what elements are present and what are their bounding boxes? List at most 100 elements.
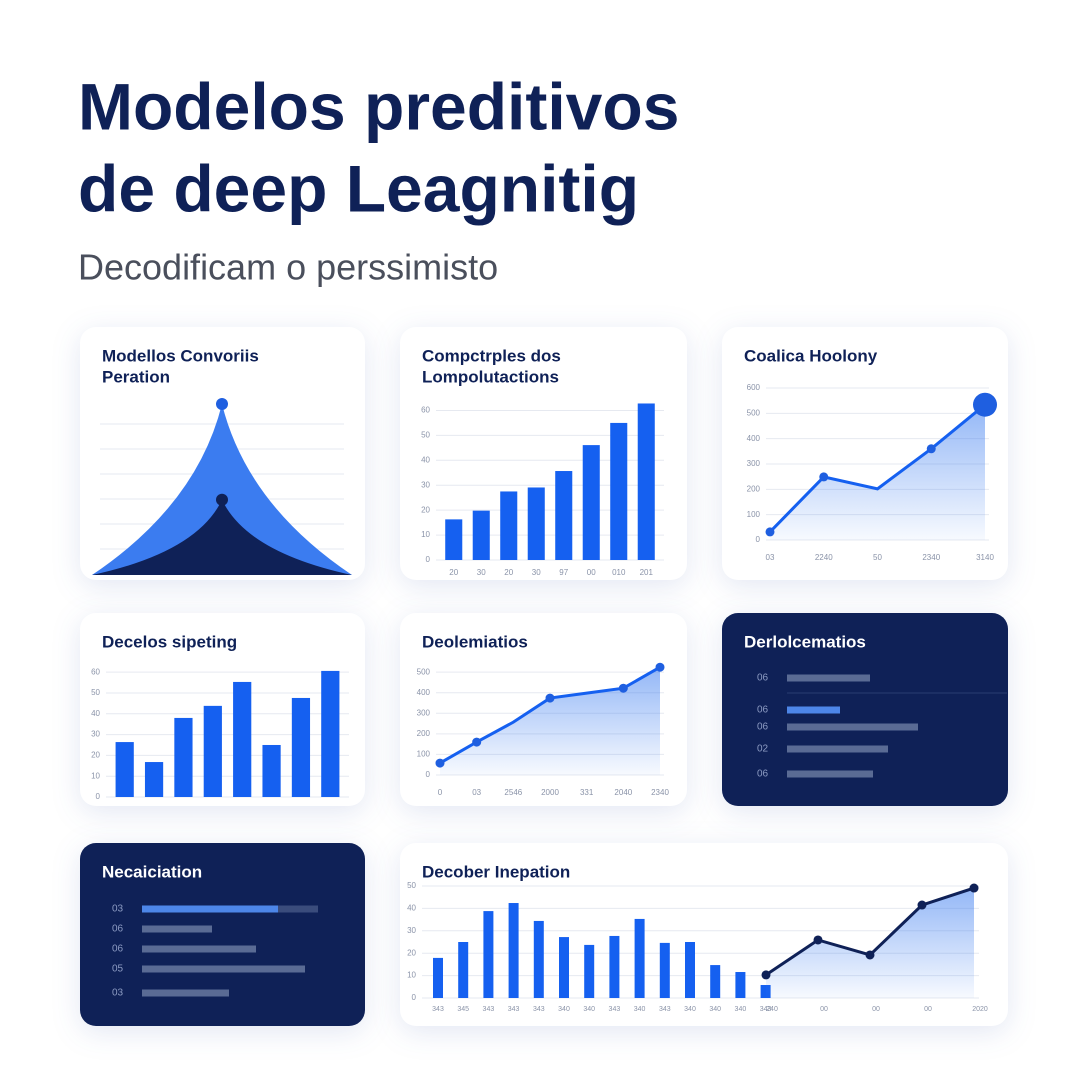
x-tick-label: 2546 [504,788,522,797]
x-tick-label: 345 [457,1006,469,1013]
area [766,888,974,998]
panel-title: Necaiciation [102,862,202,881]
y-tick-label: 10 [421,530,430,539]
x-tick-label: 343 [659,1006,671,1013]
x-tick-label: 00 [872,1006,880,1013]
point [765,527,775,537]
y-tick-label: 40 [91,709,100,718]
bar [142,989,229,997]
peak-dot [216,493,228,506]
y-tick-label: 06 [757,705,769,716]
y-tick-label: 10 [407,971,416,980]
y-tick-label: 40 [407,904,416,913]
line [768,403,986,533]
area [440,667,660,775]
y-tick-label: 50 [407,881,416,890]
panel-title: Decober Inepation [422,862,570,881]
bar [710,965,721,998]
x-tick-label: 010 [612,568,626,577]
x-tick-label: 340 [684,1006,696,1013]
x-tick-label: 2020 [972,1006,988,1013]
x-tick-label: 343 [483,1006,495,1013]
peak-dot [216,398,228,410]
bar [262,744,281,797]
bar [472,510,490,560]
y-tick-label: 0 [412,993,417,1002]
bar [142,945,256,953]
x-tick-label: 2240 [815,553,833,562]
panel-title: Modellos Convoriis [102,346,259,365]
y-tick-label: 0 [426,555,431,564]
y-tick-label: 0 [96,792,101,801]
bar [527,487,545,560]
point [917,900,927,910]
area [92,499,352,575]
panel-title: Coalica Hoolony [744,346,878,365]
x-tick-label: 2000 [541,788,559,797]
y-tick-label: 06 [757,673,769,684]
x-tick-label: 2340 [651,788,669,797]
panel: Compctrples dosLompolutactions0102030405… [400,327,687,580]
bar [144,762,164,797]
bar [142,965,305,973]
x-tick-label: 03 [472,788,481,797]
y-tick-label: 06 [112,944,124,955]
bar [685,942,695,998]
point [865,950,875,960]
bar [458,942,469,998]
x-tick-label: 240 [766,1006,778,1013]
x-tick-label: 340 [558,1006,570,1013]
page-title: Modelos preditivos [78,69,679,143]
y-tick-label: 300 [747,459,761,468]
x-tick-label: 340 [735,1006,747,1013]
area [92,404,352,575]
x-tick-label: 2340 [922,553,940,562]
x-tick-label: 97 [559,568,568,577]
bar [445,519,463,560]
point [819,472,829,482]
y-tick-label: 500 [747,408,761,417]
bar [533,920,544,998]
point [926,444,936,454]
x-tick-label: 343 [609,1006,621,1013]
x-tick-label: 340 [634,1006,646,1013]
bar [582,445,600,560]
x-tick-label: 343 [432,1006,444,1013]
bar [433,957,443,998]
y-tick-label: 100 [747,510,761,519]
x-tick-label: 3140 [976,553,994,562]
x-tick-label: 331 [580,788,594,797]
bar [555,471,573,560]
y-tick-label: 05 [112,964,124,975]
y-tick-label: 03 [112,988,124,999]
bar [174,717,193,797]
point [655,662,665,672]
bar [291,697,311,797]
y-tick-label: 200 [747,484,761,493]
y-tick-label: 60 [421,406,430,415]
bar [233,681,252,797]
y-tick-label: 10 [91,771,100,780]
panel-title: Deolemiatios [422,632,528,651]
y-tick-label: 50 [421,430,430,439]
bar [787,770,873,778]
bar [787,745,888,753]
panel: Coalica Hoolony 0 100 200 300 400 500 600 03 2240… [722,327,1008,580]
bar [142,905,278,913]
y-tick-label: 30 [421,480,430,489]
x-tick-label: 343 [760,1006,772,1013]
bar [483,911,494,998]
y-tick-label: 200 [417,729,431,738]
point [435,758,445,768]
x-tick-label: 00 [820,1006,828,1013]
y-tick-label: 0 [756,535,761,544]
x-tick-label: 201 [640,568,654,577]
page-subtitle: Decodificam o perssimisto [78,247,498,288]
bar [787,674,870,682]
bar [584,944,595,998]
x-tick-label: 03 [766,553,775,562]
y-tick-label: 100 [417,750,431,759]
card [80,843,365,1026]
point [472,737,482,747]
x-tick-label: 20 [504,568,513,577]
